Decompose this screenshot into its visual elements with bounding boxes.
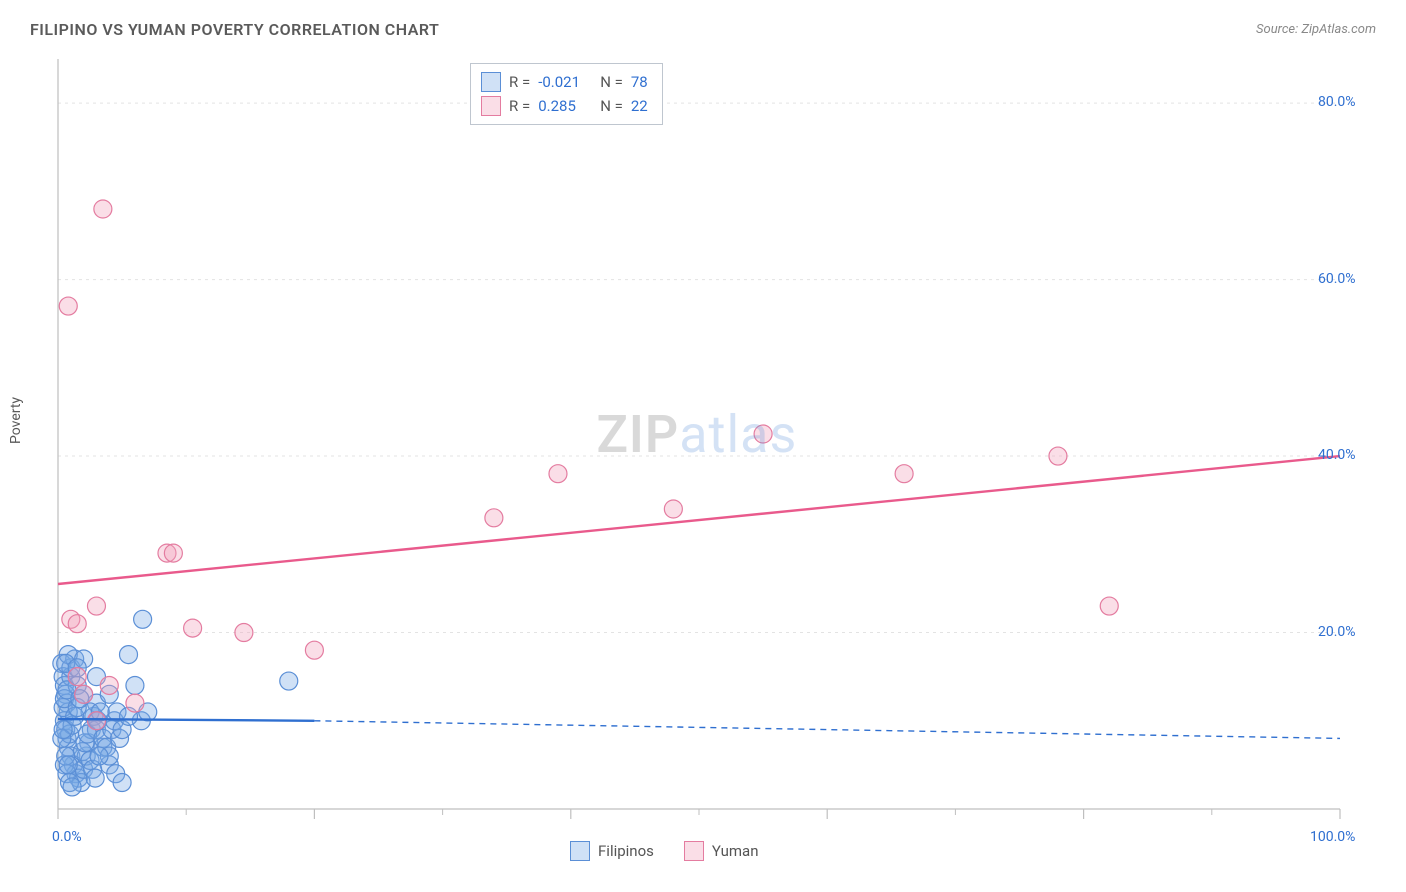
- y-grid-label-60: 60.0%: [1318, 271, 1356, 287]
- legend-row: R = 0.285N =22: [481, 94, 648, 118]
- chart-title: FILIPINO VS YUMAN POVERTY CORRELATION CH…: [30, 20, 439, 39]
- legend-swatch: [481, 72, 501, 92]
- legend-swatch: [684, 841, 704, 861]
- chart-source: Source: ZipAtlas.com: [1256, 22, 1376, 37]
- correlation-legend: R =-0.021N =78R = 0.285N =22: [470, 63, 663, 125]
- legend-swatch: [570, 841, 590, 861]
- series-legend-item: Filipinos: [570, 841, 654, 861]
- series-legend: Filipinos Yuman: [570, 841, 758, 861]
- chart-header: FILIPINO VS YUMAN POVERTY CORRELATION CH…: [0, 0, 1406, 49]
- y-grid-label-20: 20.0%: [1318, 624, 1356, 640]
- legend-row: R =-0.021N =78: [481, 70, 648, 94]
- y-axis-label: Poverty: [8, 397, 24, 444]
- y-grid-label-80: 80.0%: [1318, 94, 1356, 110]
- chart-container: Poverty ZIPatlas R =-0.021N =78R = 0.285…: [0, 49, 1406, 879]
- y-grid-label-40: 40.0%: [1318, 447, 1356, 463]
- scatter-chart: [0, 49, 1406, 879]
- x-axis-min-label: 0.0%: [52, 829, 82, 845]
- legend-swatch: [481, 96, 501, 116]
- x-axis-max-label: 100.0%: [1310, 829, 1355, 845]
- series-legend-item: Yuman: [684, 841, 759, 861]
